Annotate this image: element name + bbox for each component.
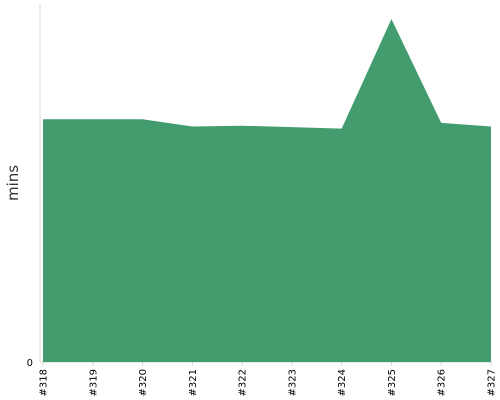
y-axis-ticks: 0 xyxy=(27,358,33,369)
x-tick-label: #323 xyxy=(287,369,298,396)
x-tick-label: #324 xyxy=(337,369,348,396)
x-tick-label: #321 xyxy=(188,369,199,396)
y-tick-label: 0 xyxy=(27,358,33,369)
x-tick-label: #319 xyxy=(88,369,99,396)
x-tick-label: #325 xyxy=(387,369,398,396)
area-series xyxy=(43,19,491,362)
x-tick-label: #327 xyxy=(487,369,498,396)
y-axis-title: mins xyxy=(4,165,22,201)
x-tick-label: #326 xyxy=(437,369,448,396)
x-axis-ticks: #318 #319 #320 #321 #322 #323 #324 #325 #326 #327 xyxy=(39,362,498,396)
x-tick-label: #322 xyxy=(238,369,249,396)
x-tick-label: #320 xyxy=(138,369,149,396)
x-tick-label: #318 xyxy=(39,369,50,396)
